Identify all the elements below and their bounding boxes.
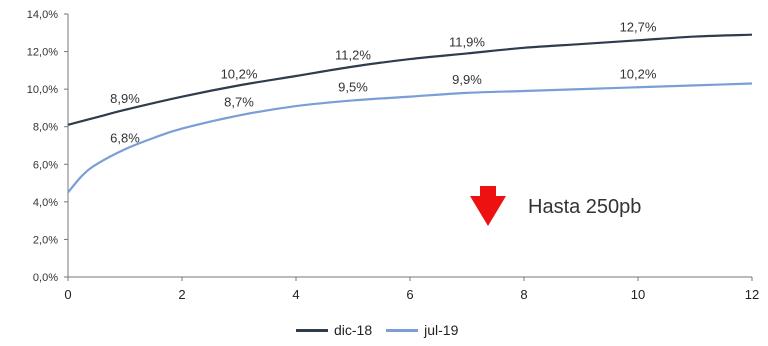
legend-label-dic-18: dic-18	[334, 322, 373, 338]
annotation: Hasta 250pb	[470, 186, 641, 226]
y-tick-label: 4,0%	[33, 197, 58, 209]
data-label: 6,8%	[110, 130, 140, 145]
x-tick-label: 2	[178, 287, 185, 302]
data-label: 9,5%	[338, 80, 368, 95]
down-arrow-icon	[470, 186, 506, 226]
legend-item-jul-19: jul-19	[386, 322, 458, 338]
y-tick-label: 10,0%	[27, 84, 58, 96]
data-label: 12,7%	[620, 19, 657, 34]
data-label: 8,7%	[224, 95, 254, 110]
data-label: 11,9%	[449, 34, 485, 49]
axes: 0,0% 2,0% 4,0% 6,0% 8,0% 10,0% 12,0% 14,0% 0 2 4 6 8…	[27, 9, 759, 302]
series-line-dic-18	[67, 33, 753, 126]
legend-item-dic-18: dic-18	[296, 322, 372, 338]
legend-label-jul-19: jul-19	[424, 322, 459, 338]
data-label: 10,2%	[221, 66, 258, 81]
series-line-jul-19	[67, 82, 753, 194]
x-tick-label: 12	[745, 287, 759, 302]
series-layer	[67, 33, 753, 194]
y-tick-label: 0,0%	[33, 272, 58, 284]
legend: dic-18 jul-19	[296, 322, 458, 338]
data-label: 9,9%	[452, 72, 482, 87]
legend-swatch-dic-18	[296, 328, 328, 332]
data-label: 8,9%	[110, 91, 140, 106]
y-tick-label: 8,0%	[33, 122, 58, 134]
y-tick-label: 2,0%	[33, 234, 58, 246]
x-tick-label: 6	[406, 287, 413, 302]
x-tick-label: 0	[64, 287, 71, 302]
y-tick-label: 12,0%	[27, 47, 58, 59]
y-tick-label: 6,0%	[33, 159, 58, 171]
x-tick-label: 8	[520, 287, 527, 302]
legend-swatch-jul-19	[386, 328, 419, 332]
data-label: 10,2%	[620, 66, 657, 81]
data-label: 11,2%	[335, 48, 371, 63]
annotation-text: Hasta 250pb	[528, 196, 641, 218]
x-tick-label: 4	[292, 287, 299, 302]
data-labels-layer: 8,9% 10,2% 11,2% 11,9% 12,7% 6,8% 8,7% 9,5% 9,9%…	[110, 19, 657, 145]
y-tick-label: 14,0%	[27, 9, 58, 21]
x-tick-label: 10	[631, 287, 645, 302]
